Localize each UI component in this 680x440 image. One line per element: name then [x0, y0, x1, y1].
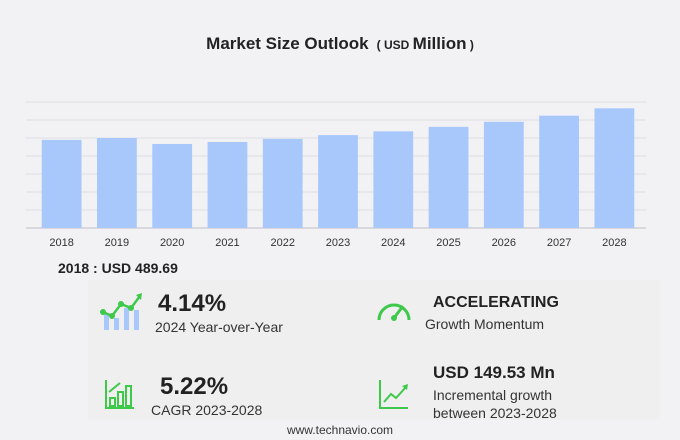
kpi-panel — [88, 280, 660, 420]
bar-growth-icon — [105, 380, 134, 409]
momentum-value: ACCELERATING — [433, 294, 559, 311]
trend-chart-icon — [100, 293, 142, 330]
bar-2025 — [428, 126, 469, 228]
x-tick-label: 2025 — [436, 237, 460, 249]
cagr-label: CAGR 2023-2028 — [151, 402, 263, 418]
footer-url: www.technavio.com — [286, 423, 394, 437]
bar-2023 — [318, 135, 358, 228]
base-year-value: 2018 : USD 489.69 — [58, 260, 178, 276]
x-tick-label: 2018 — [49, 237, 73, 249]
bar-2021 — [207, 141, 248, 228]
yoy-label: 2024 Year-over-Year — [155, 319, 283, 335]
bar-2020 — [152, 143, 193, 228]
incremental-label-1: Incremental growth — [433, 387, 553, 403]
x-tick-label: 2021 — [215, 237, 239, 249]
x-tick-label: 2023 — [326, 237, 350, 249]
incremental-label-2: between 2023-2028 — [433, 405, 557, 421]
x-tick-label: 2024 — [381, 237, 405, 249]
line-growth-icon — [379, 380, 408, 409]
incremental-value: USD 149.53 Mn — [433, 363, 555, 382]
bar-2026 — [483, 121, 524, 228]
bar-2024 — [373, 131, 414, 228]
yoy-value: 4.14% — [158, 290, 227, 317]
bar-2019 — [97, 138, 137, 228]
x-tick-label: 2026 — [492, 237, 516, 249]
x-tick-label: 2019 — [105, 237, 129, 249]
x-tick-label: 2020 — [160, 237, 184, 249]
bar-chart: 2018 2019 2020 2021 2022 2023 2024 2025 2026 2027… — [26, 101, 646, 249]
speedometer-icon — [377, 303, 411, 321]
bar-2018 — [41, 139, 82, 228]
chart-title: Market Size Outlook( USD Million ) — [206, 34, 474, 53]
x-tick-label: 2022 — [270, 237, 294, 249]
x-tick-label: 2028 — [602, 237, 626, 249]
momentum-label: Growth Momentum — [425, 316, 545, 332]
bar-2022 — [262, 138, 303, 228]
bar-2028 — [594, 108, 635, 228]
bar-2027 — [539, 115, 579, 228]
x-tick-label: 2027 — [547, 237, 571, 249]
cagr-value: 5.22% — [160, 373, 229, 400]
